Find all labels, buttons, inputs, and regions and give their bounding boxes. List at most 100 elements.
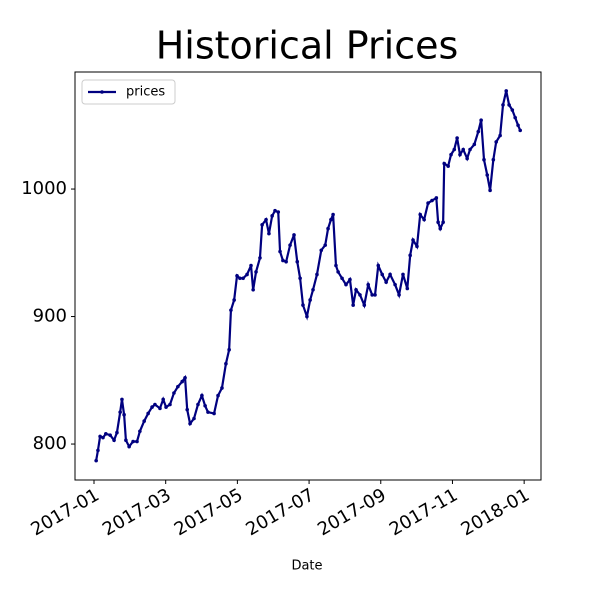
price-marker — [384, 280, 388, 284]
price-marker — [348, 277, 352, 282]
price-marker — [494, 140, 498, 144]
price-marker — [224, 361, 228, 366]
price-marker — [164, 405, 168, 409]
price-marker — [446, 164, 450, 168]
price-marker — [315, 272, 319, 277]
price-marker — [449, 152, 453, 157]
price-marker — [212, 411, 216, 416]
price-marker — [472, 142, 477, 147]
price-marker — [438, 226, 443, 231]
price-marker — [180, 379, 184, 384]
price-marker — [442, 161, 447, 166]
price-marker — [340, 276, 344, 281]
price-marker — [220, 386, 224, 390]
price-marker — [183, 375, 187, 380]
price-marker — [292, 233, 296, 237]
price-marker — [334, 263, 338, 268]
price-marker — [232, 298, 236, 302]
price-marker — [153, 402, 157, 407]
price-marker — [192, 416, 196, 421]
price-marker — [229, 308, 233, 312]
price-marker — [516, 123, 520, 128]
price-marker — [267, 231, 271, 236]
price-marker — [518, 128, 523, 133]
price-marker — [344, 282, 348, 287]
price-marker — [238, 276, 242, 281]
price-marker — [393, 282, 397, 287]
price-marker — [436, 220, 440, 224]
price-marker — [227, 347, 231, 352]
price-marker — [196, 402, 200, 407]
price-marker — [127, 444, 131, 449]
price-marker — [176, 384, 180, 389]
price-marker — [373, 293, 377, 297]
price-marker — [161, 397, 165, 402]
price-marker — [455, 136, 459, 140]
legend-marker — [100, 90, 104, 94]
price-marker — [172, 391, 176, 395]
price-marker — [366, 282, 371, 287]
price-marker — [98, 434, 102, 439]
price-marker — [146, 411, 150, 416]
price-marker — [408, 253, 412, 258]
price-marker — [108, 433, 112, 437]
price-marker — [331, 212, 335, 217]
price-marker — [513, 115, 517, 120]
price-marker — [258, 256, 262, 260]
price-marker — [278, 249, 282, 254]
price-marker — [158, 406, 162, 411]
price-marker — [273, 208, 277, 213]
price-marker — [260, 222, 264, 227]
price-marker — [135, 439, 139, 444]
price-marker — [185, 407, 189, 412]
price-marker — [301, 303, 305, 307]
price-marker — [142, 419, 146, 423]
price-marker — [118, 410, 122, 414]
price-marker — [485, 173, 490, 177]
price-marker — [323, 243, 328, 247]
price-marker — [203, 403, 207, 408]
x-axis-label: Date — [291, 559, 322, 574]
price-marker — [270, 214, 274, 218]
price-marker — [405, 286, 410, 291]
price-marker — [376, 263, 381, 268]
price-marker — [491, 157, 496, 162]
price-marker — [488, 188, 492, 193]
y-tick-label: 800 — [33, 433, 67, 454]
price-marker — [465, 156, 469, 161]
price-marker — [188, 421, 192, 426]
price-marker — [168, 402, 172, 407]
price-marker — [507, 103, 511, 107]
price-marker — [501, 103, 505, 107]
price-marker — [264, 217, 268, 222]
price-marker — [411, 238, 415, 242]
price-marker — [311, 287, 315, 292]
price-marker — [308, 298, 312, 302]
price-marker — [476, 129, 481, 134]
price-marker — [104, 432, 108, 436]
price-marker — [380, 272, 385, 277]
price-marker — [251, 287, 255, 292]
price-marker — [504, 89, 509, 93]
price-marker — [415, 244, 419, 249]
price-marker — [94, 458, 98, 463]
price-marker — [150, 405, 154, 409]
price-marker — [245, 272, 249, 277]
price-marker — [362, 303, 367, 307]
price-marker — [434, 196, 439, 200]
price-marker — [319, 248, 324, 253]
price-marker — [370, 293, 374, 297]
price-marker — [418, 212, 422, 217]
price-marker — [241, 276, 245, 281]
price-marker — [138, 429, 142, 434]
price-marker — [479, 118, 483, 122]
price-marker — [288, 243, 292, 247]
price-marker — [115, 430, 119, 435]
price-marker — [482, 157, 486, 162]
price-marker — [422, 217, 426, 222]
price-marker — [426, 201, 430, 205]
price-marker — [305, 314, 309, 319]
price-marker — [281, 258, 285, 263]
price-marker — [468, 147, 472, 152]
